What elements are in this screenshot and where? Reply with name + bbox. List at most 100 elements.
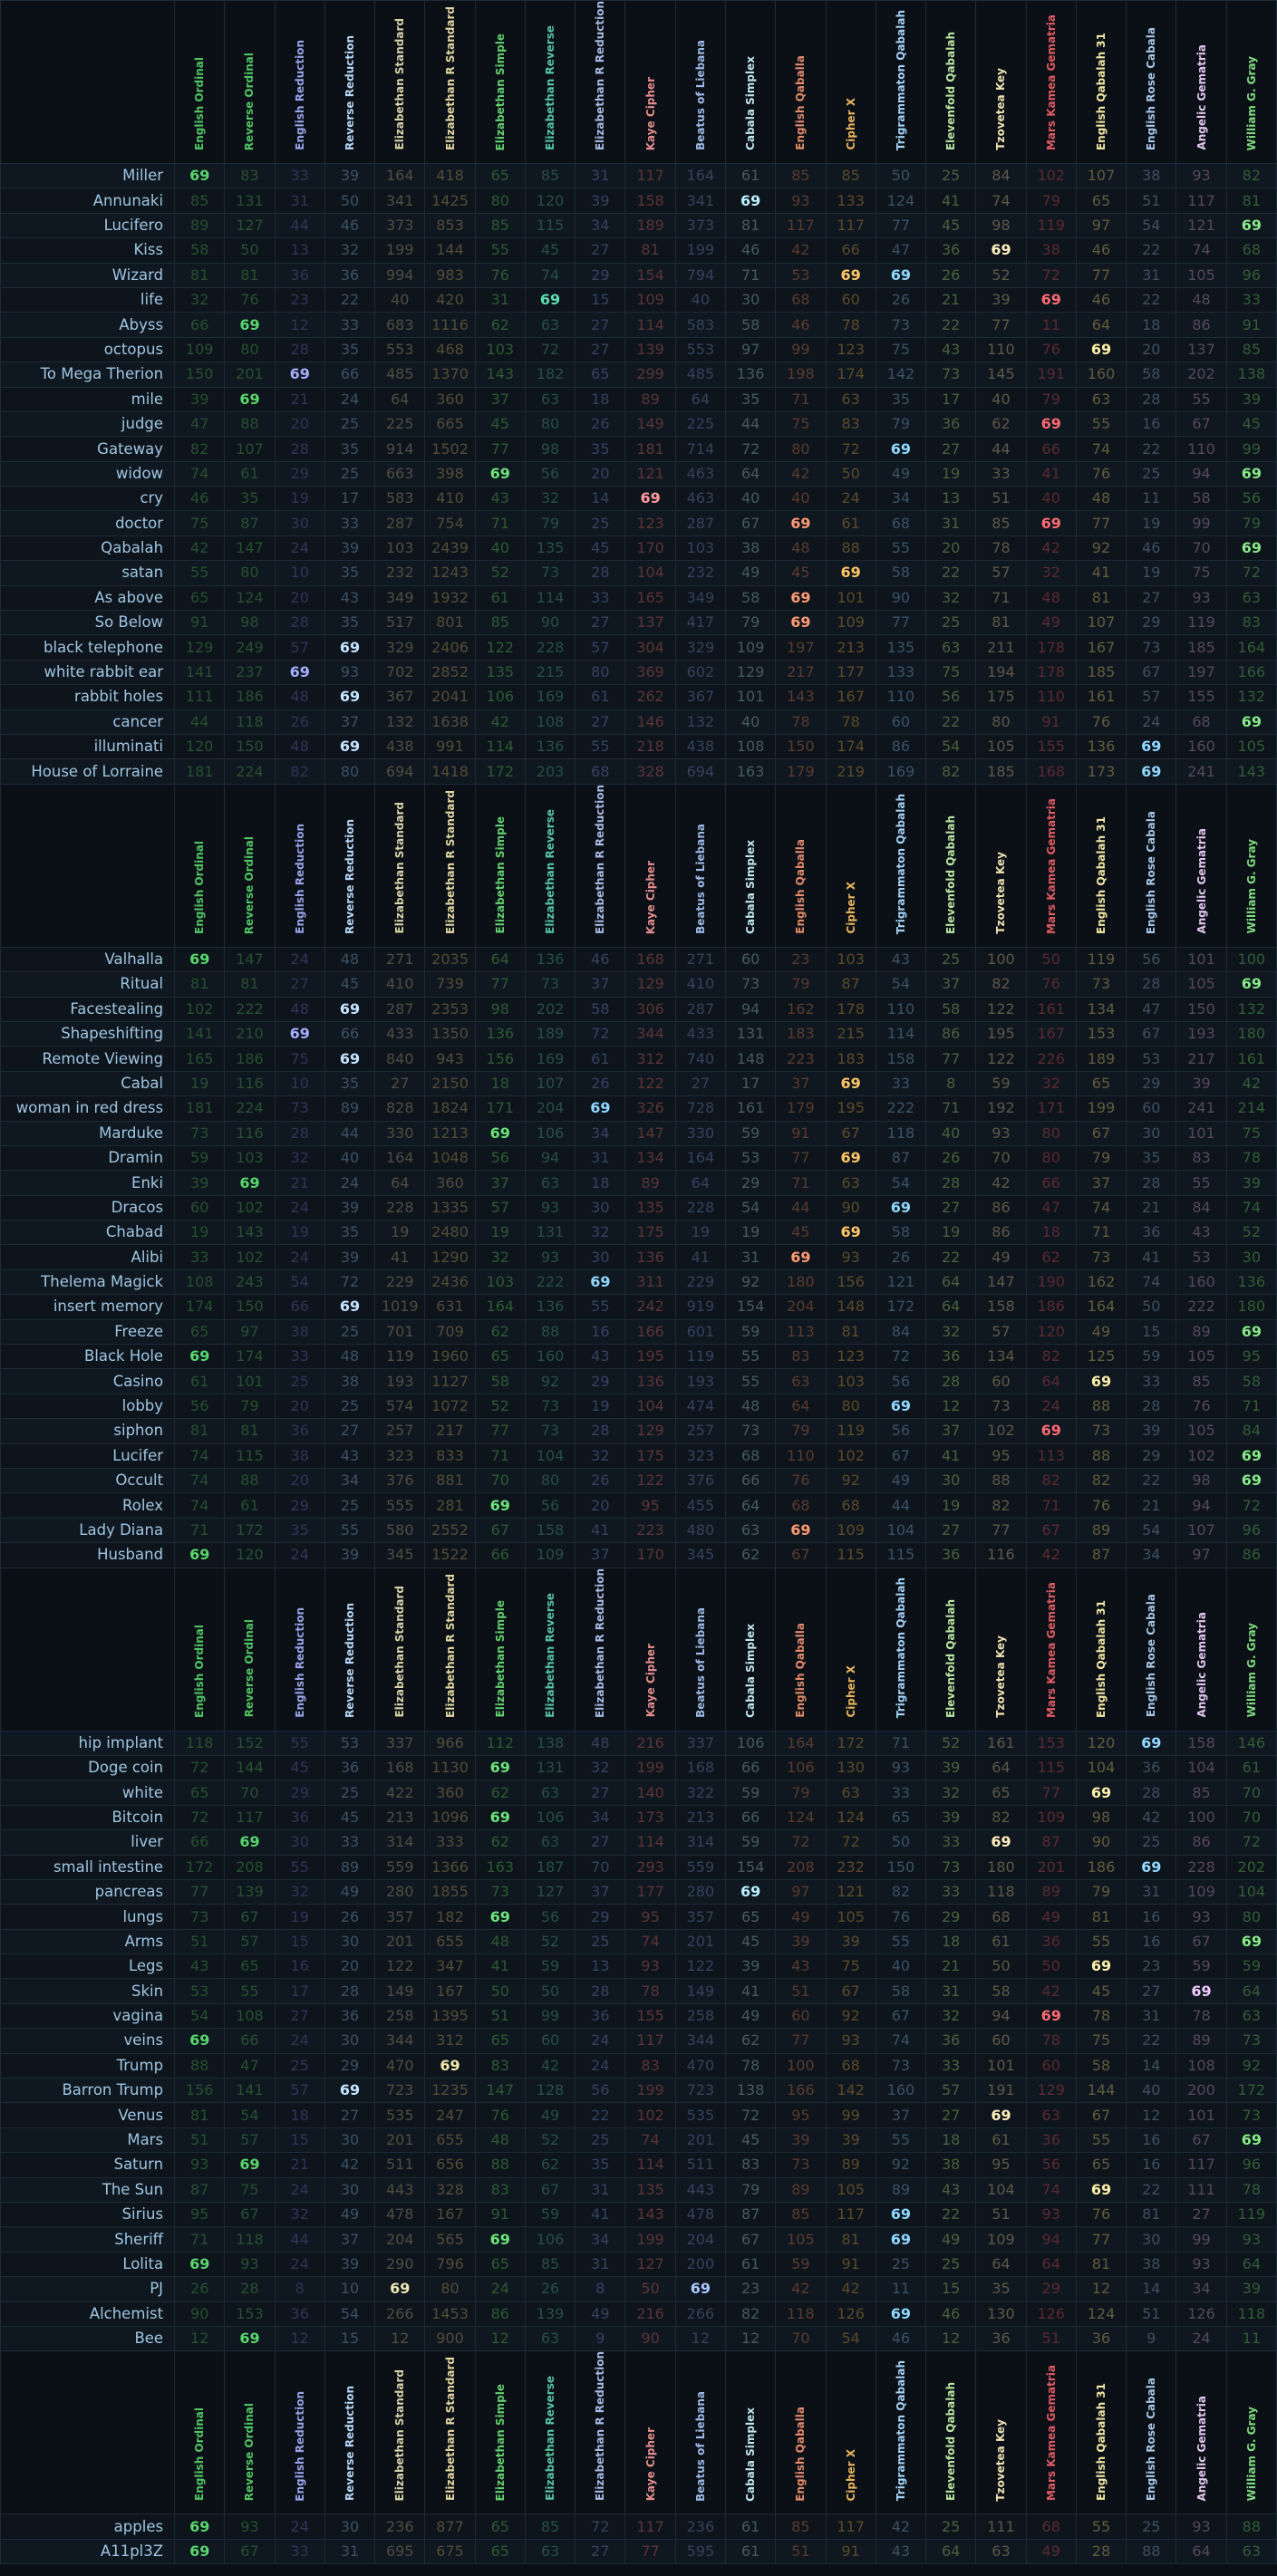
cipher-value-cell[interactable]: 48 [1025, 584, 1077, 612]
cipher-value-cell[interactable]: 189 [524, 1020, 576, 1047]
cipher-value-cell[interactable]: 79 [1025, 386, 1077, 412]
cipher-value-cell[interactable]: 167 [424, 2201, 476, 2228]
cipher-value-cell[interactable]: 69 [1225, 709, 1277, 736]
cipher-header[interactable]: Tzovetea Key [975, 783, 1027, 948]
cipher-value-cell[interactable]: 58 [1175, 486, 1227, 512]
cipher-value-cell[interactable]: 93 [524, 1194, 576, 1221]
cipher-value-cell[interactable]: 53 [174, 1978, 226, 2004]
cipher-value-cell[interactable]: 43 [875, 946, 927, 973]
cipher-value-cell[interactable]: 85 [1175, 1780, 1227, 1806]
cipher-value-cell[interactable]: 333 [424, 1829, 476, 1856]
cipher-value-cell[interactable]: 34 [575, 2226, 626, 2253]
cipher-header[interactable]: English Ordinal [174, 0, 226, 165]
cipher-value-cell[interactable]: 60 [174, 1194, 226, 1221]
cipher-value-cell[interactable]: 574 [374, 1393, 426, 1420]
cipher-value-cell[interactable]: 19 [674, 1220, 726, 1246]
cipher-value-cell[interactable]: 349 [374, 584, 426, 612]
cipher-value-cell[interactable]: 69 [825, 1144, 876, 1172]
cipher-value-cell[interactable]: 69 [324, 1294, 376, 1320]
cipher-value-cell[interactable]: 314 [674, 1829, 726, 1856]
cipher-value-cell[interactable]: 72 [1025, 262, 1077, 288]
cipher-value-cell[interactable]: 93 [825, 2028, 876, 2054]
cipher-value-cell[interactable]: 69 [1126, 1854, 1177, 1880]
cipher-value-cell[interactable]: 104 [624, 560, 676, 586]
cipher-header[interactable]: Reverse Reduction [324, 1567, 376, 1732]
cipher-value-cell[interactable]: 1335 [424, 1194, 476, 1221]
cipher-value-cell[interactable]: 27 [374, 1070, 426, 1097]
cipher-value-cell[interactable]: 54 [925, 733, 977, 760]
cipher-header[interactable]: Beatus of Liebana [674, 2350, 726, 2515]
cipher-value-cell[interactable]: 29 [274, 460, 325, 487]
cipher-value-cell[interactable]: 79 [524, 510, 576, 536]
cipher-value-cell[interactable]: 241 [1175, 758, 1227, 785]
cipher-value-cell[interactable]: 1370 [424, 362, 476, 388]
cipher-value-cell[interactable]: 15 [274, 1928, 325, 1955]
cipher-value-cell[interactable]: 91 [775, 1120, 827, 1146]
cipher-value-cell[interactable]: 93 [775, 188, 827, 214]
cipher-value-cell[interactable]: 328 [424, 2176, 476, 2204]
cipher-value-cell[interactable]: 56 [925, 684, 977, 710]
cipher-value-cell[interactable]: 49 [575, 2301, 626, 2327]
cipher-value-cell[interactable]: 33 [274, 1344, 325, 1370]
cipher-value-cell[interactable]: 85 [1175, 1368, 1227, 1394]
cipher-value-cell[interactable]: 117 [775, 212, 827, 239]
cipher-value-cell[interactable]: 143 [624, 2201, 676, 2228]
cipher-value-cell[interactable]: 74 [1126, 1269, 1177, 1296]
cipher-value-cell[interactable]: 65 [575, 362, 626, 388]
cipher-value-cell[interactable]: 74 [975, 188, 1027, 214]
cipher-value-cell[interactable]: 104 [1075, 1754, 1127, 1781]
cipher-value-cell[interactable]: 243 [224, 1269, 276, 1296]
cipher-value-cell[interactable]: 150 [875, 1854, 927, 1880]
cipher-value-cell[interactable]: 124 [775, 1804, 827, 1831]
cipher-value-cell[interactable]: 45 [524, 237, 576, 264]
cipher-value-cell[interactable]: 25 [925, 610, 977, 636]
cipher-value-cell[interactable]: 37 [925, 971, 977, 998]
cipher-value-cell[interactable]: 74 [1225, 1194, 1277, 1221]
cipher-value-cell[interactable]: 63 [825, 1170, 876, 1196]
cipher-value-cell[interactable]: 93 [1175, 584, 1227, 612]
cipher-value-cell[interactable]: 74 [1175, 237, 1227, 264]
cipher-value-cell[interactable]: 167 [1075, 634, 1127, 661]
cipher-value-cell[interactable]: 136 [624, 1368, 676, 1394]
cipher-value-cell[interactable]: 74 [174, 1492, 226, 1519]
cipher-value-cell[interactable]: 110 [1175, 436, 1227, 462]
cipher-value-cell[interactable]: 102 [1175, 1442, 1227, 1470]
cipher-value-cell[interactable]: 30 [575, 1194, 626, 1221]
cipher-value-cell[interactable]: 161 [1075, 684, 1127, 710]
cipher-value-cell[interactable]: 583 [374, 486, 426, 512]
cipher-value-cell[interactable]: 36 [1025, 1928, 1077, 1955]
cipher-header[interactable]: English Qabalah 31 [1075, 0, 1127, 165]
cipher-value-cell[interactable]: 89 [624, 1170, 676, 1196]
cipher-value-cell[interactable]: 485 [674, 362, 726, 388]
cipher-value-cell[interactable]: 123 [624, 510, 676, 536]
cipher-value-cell[interactable]: 61 [224, 1492, 276, 1519]
cipher-value-cell[interactable]: 77 [624, 2538, 676, 2565]
cipher-value-cell[interactable]: 135 [624, 2176, 676, 2204]
cipher-value-cell[interactable]: 26 [925, 262, 977, 288]
cipher-value-cell[interactable]: 555 [374, 1492, 426, 1519]
cipher-value-cell[interactable]: 83 [825, 410, 876, 438]
cipher-value-cell[interactable]: 341 [374, 188, 426, 214]
cipher-value-cell[interactable]: 242 [624, 1294, 676, 1320]
cipher-value-cell[interactable]: 48 [724, 1393, 777, 1420]
cipher-value-cell[interactable]: 92 [1075, 535, 1127, 562]
cipher-value-cell[interactable]: 34 [575, 1804, 626, 1831]
cipher-value-cell[interactable]: 47 [875, 237, 927, 264]
cipher-value-cell[interactable]: 37 [474, 1170, 526, 1196]
cipher-value-cell[interactable]: 43 [1175, 1220, 1227, 1246]
cipher-value-cell[interactable]: 178 [1025, 634, 1077, 661]
phrase-label[interactable]: Barron Trump [0, 2078, 176, 2104]
cipher-value-cell[interactable]: 2406 [424, 634, 476, 661]
cipher-value-cell[interactable]: 87 [224, 510, 276, 536]
cipher-value-cell[interactable]: 92 [825, 2002, 876, 2030]
cipher-value-cell[interactable]: 38 [724, 535, 777, 562]
cipher-value-cell[interactable]: 193 [1175, 1020, 1227, 1047]
cipher-value-cell[interactable]: 154 [624, 262, 676, 288]
cipher-value-cell[interactable]: 24 [274, 1542, 325, 1568]
cipher-value-cell[interactable]: 94 [1175, 1492, 1227, 1519]
cipher-value-cell[interactable]: 337 [674, 1730, 726, 1756]
cipher-value-cell[interactable]: 177 [825, 659, 876, 686]
cipher-value-cell[interactable]: 66 [724, 1804, 777, 1831]
cipher-value-cell[interactable]: 51 [474, 2002, 526, 2030]
cipher-value-cell[interactable]: 224 [224, 1095, 276, 1122]
